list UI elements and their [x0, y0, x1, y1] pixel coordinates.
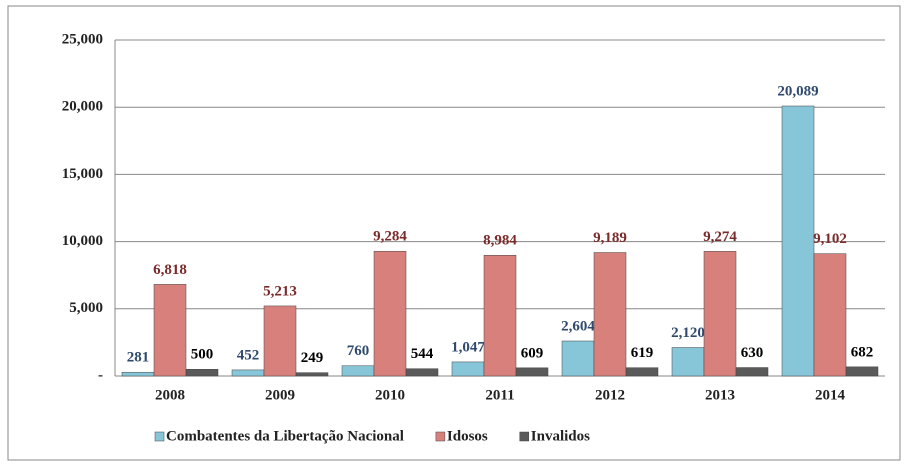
data-label: 544 — [411, 346, 434, 362]
y-tick-label: 10,000 — [62, 233, 103, 249]
y-tick-label: 15,000 — [62, 166, 103, 182]
legend-swatch — [154, 431, 165, 442]
legend-label: Idosos — [447, 428, 488, 444]
data-label: 9,274 — [703, 229, 737, 245]
data-label: 500 — [191, 347, 214, 363]
chart-border — [7, 5, 901, 461]
data-label: 760 — [347, 343, 370, 359]
data-label: 2,120 — [671, 325, 705, 341]
bar — [593, 252, 627, 377]
bar — [845, 366, 879, 377]
data-label: 452 — [237, 347, 260, 363]
bar — [341, 365, 375, 377]
legend-swatch — [435, 431, 446, 442]
bar — [121, 371, 155, 377]
bar — [625, 367, 659, 377]
bar — [515, 367, 549, 377]
data-label: 609 — [521, 345, 544, 361]
data-label: 6,818 — [153, 262, 187, 278]
bar — [263, 305, 297, 377]
x-tick-label: 2008 — [155, 387, 185, 403]
x-tick-label: 2012 — [595, 387, 625, 403]
legend-label: Invalidos — [531, 428, 590, 444]
y-tick-label: 5,000 — [69, 300, 103, 316]
bar — [561, 340, 595, 377]
bar — [231, 369, 265, 377]
x-tick-label: 2013 — [705, 387, 735, 403]
bar — [483, 255, 517, 377]
legend-swatch — [519, 431, 530, 442]
bar — [295, 372, 329, 377]
data-label: 281 — [127, 350, 150, 366]
bar — [451, 361, 485, 377]
x-tick-label: 2014 — [815, 387, 846, 403]
data-label: 682 — [851, 344, 874, 360]
data-label: 9,189 — [593, 230, 627, 246]
data-label: 20,089 — [777, 83, 818, 99]
data-label: 9,102 — [813, 231, 847, 247]
bar — [735, 367, 769, 377]
x-tick-label: 2011 — [485, 387, 514, 403]
bar — [373, 250, 407, 377]
data-label: 9,284 — [373, 229, 407, 245]
bar — [153, 284, 187, 377]
data-label: 1,047 — [451, 339, 485, 355]
bar — [185, 369, 219, 377]
data-label: 249 — [301, 350, 324, 366]
bar — [813, 253, 847, 377]
y-tick-label: - — [98, 367, 103, 383]
bar — [405, 368, 439, 377]
bar — [671, 347, 705, 377]
x-tick-label: 2010 — [375, 387, 405, 403]
data-label: 8,984 — [483, 233, 517, 249]
bar — [703, 251, 737, 377]
x-tick-label: 2009 — [265, 387, 295, 403]
data-label: 5,213 — [263, 283, 297, 299]
bar — [781, 105, 815, 377]
y-tick-label: 25,000 — [62, 31, 103, 47]
data-label: 630 — [741, 345, 764, 361]
data-label: 619 — [631, 345, 654, 361]
y-tick-label: 20,000 — [62, 99, 103, 115]
data-label: 2,604 — [561, 318, 595, 334]
legend-label: Combatentes da Libertação Nacional — [166, 428, 404, 444]
